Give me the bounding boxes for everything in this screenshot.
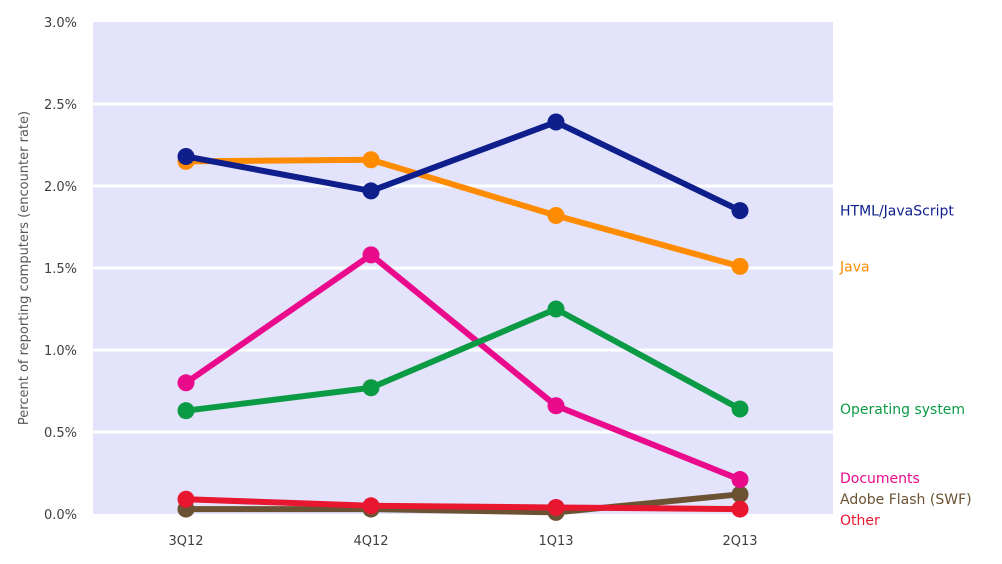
data-point-other — [362, 497, 380, 515]
y-tick-label: 3.0% — [44, 16, 77, 31]
data-point-java — [731, 257, 749, 275]
data-point-html-javascript — [362, 182, 380, 200]
y-tick-label: 0.0% — [44, 508, 77, 523]
data-point-other — [177, 490, 195, 508]
series-other — [177, 490, 749, 518]
series-html-javascript — [177, 113, 749, 220]
y-tick-label: 1.0% — [44, 344, 77, 359]
legend-label: Adobe Flash (SWF) — [840, 492, 972, 508]
data-point-documents — [547, 397, 565, 415]
data-point-html-javascript — [177, 147, 195, 165]
data-point-documents — [362, 246, 380, 264]
x-axis-ticks: 3Q12 4Q12 1Q13 2Q13 — [168, 534, 757, 549]
data-point-html-javascript — [731, 202, 749, 220]
data-point-documents — [731, 471, 749, 489]
legend-label: Operating system — [840, 402, 965, 418]
x-tick-label: 2Q13 — [722, 534, 757, 549]
data-point-operating-system — [177, 402, 195, 420]
data-point-operating-system — [731, 400, 749, 418]
series-operating-system — [177, 300, 749, 420]
data-point-other — [731, 500, 749, 518]
legend-label: Documents — [840, 471, 920, 487]
series-line-documents — [183, 251, 743, 483]
y-tick-label: 2.0% — [44, 180, 77, 195]
y-tick-label: 2.5% — [44, 98, 77, 113]
series-line-other — [183, 496, 743, 513]
series-line-operating-system — [183, 306, 743, 414]
data-point-html-javascript — [547, 113, 565, 131]
data-point-operating-system — [362, 379, 380, 397]
data-point-operating-system — [547, 300, 565, 318]
x-tick-label: 3Q12 — [168, 534, 203, 549]
legend-label: HTML/JavaScript — [840, 204, 954, 220]
legend-label: Java — [839, 259, 870, 275]
data-point-adobe-flash-swf — [731, 485, 749, 503]
y-axis-label: Percent of reporting computers (encounte… — [17, 111, 32, 425]
x-tick-label: 1Q13 — [538, 534, 573, 549]
series-java — [177, 151, 749, 275]
x-tick-label: 4Q12 — [353, 534, 388, 549]
series-documents — [177, 246, 749, 489]
series-line-java — [183, 156, 743, 270]
series-line-html-javascript — [183, 119, 743, 214]
y-tick-label: 1.5% — [44, 262, 77, 277]
legend-label: Other — [840, 513, 880, 529]
legend: HTML/JavaScript Java Operating system Docum… — [839, 204, 972, 529]
data-point-other — [547, 498, 565, 516]
data-point-java — [362, 151, 380, 169]
data-point-java — [547, 207, 565, 225]
data-point-documents — [177, 374, 195, 392]
y-tick-label: 0.5% — [44, 426, 77, 441]
series-lines — [177, 113, 749, 521]
y-axis-ticks: 0.0% 0.5% 1.0% 1.5% 2.0% 2.5% 3.0% — [44, 16, 77, 523]
series-line-adobe-flash-swf — [183, 491, 743, 516]
